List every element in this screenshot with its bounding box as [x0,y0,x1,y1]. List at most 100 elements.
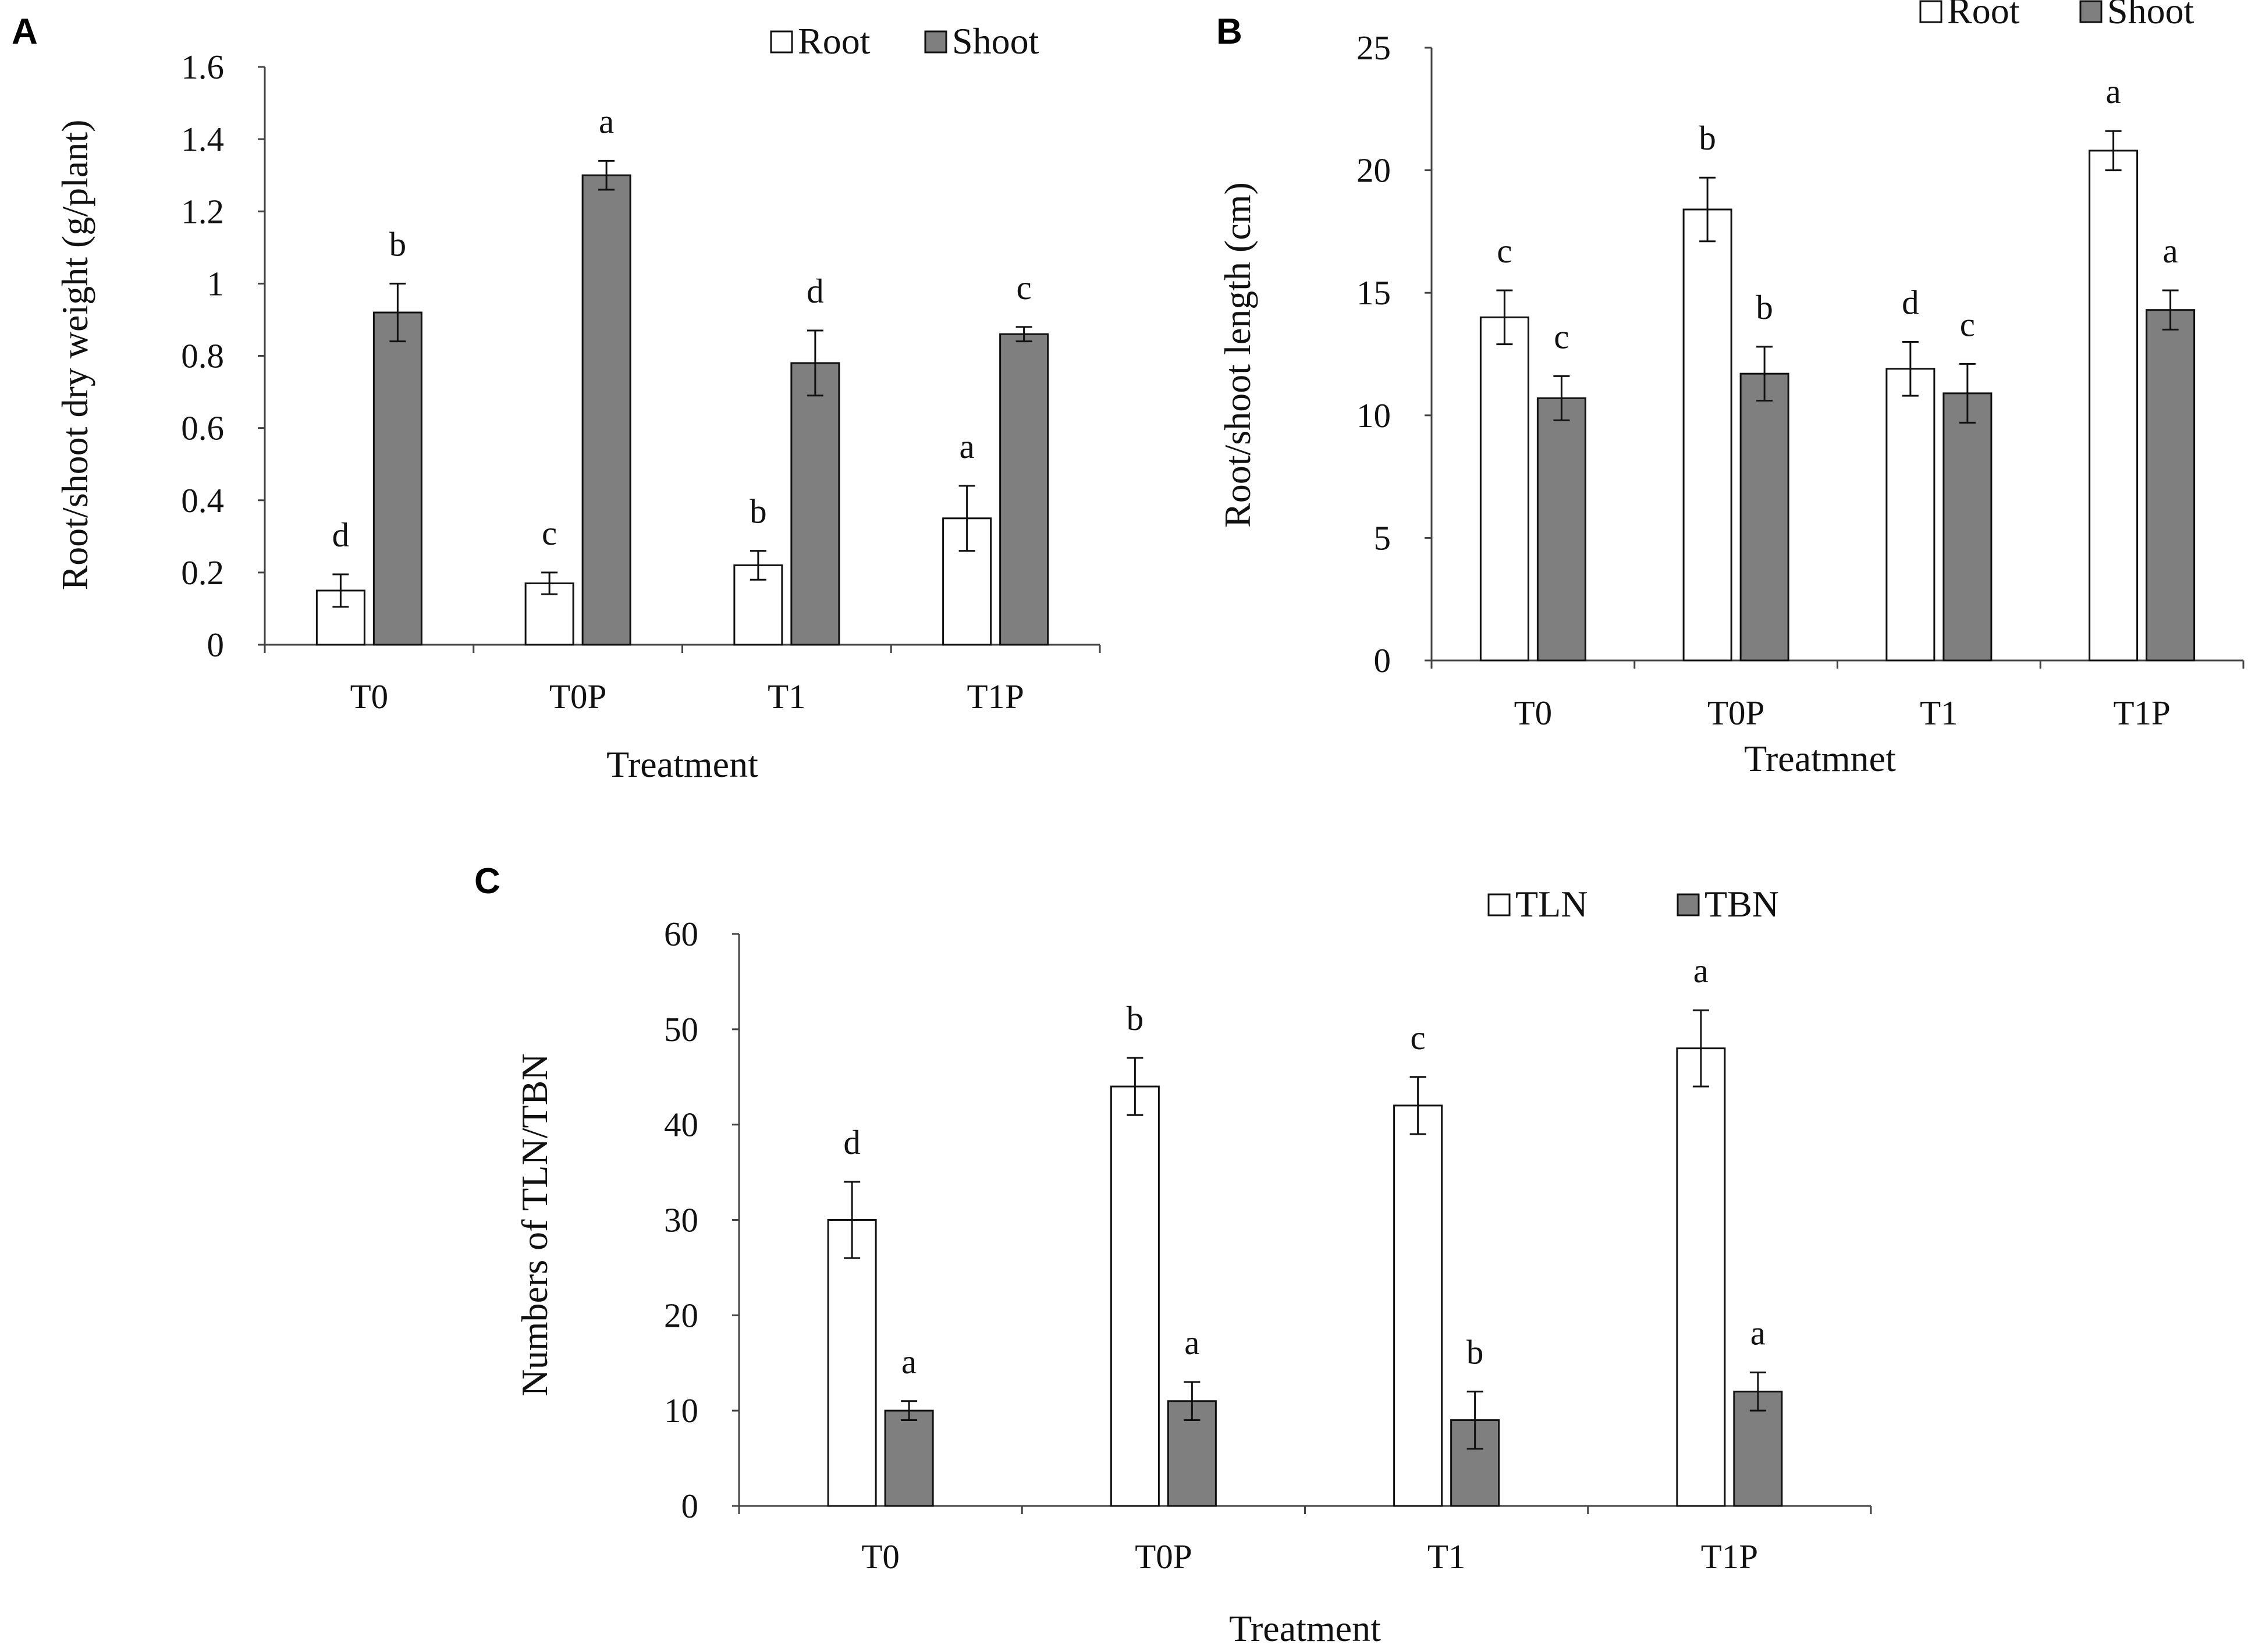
y-tick-label: 0 [207,626,225,664]
y-tick-label: 10 [1356,396,1391,435]
y-tick-label: 10 [664,1391,698,1430]
x-category-label: T1P [967,677,1024,716]
significance-letter: a [599,102,614,140]
panel-label: C [474,861,500,901]
x-axis-title: Treatment [606,744,758,785]
significance-letter: c [1017,268,1032,307]
y-tick-label: 1.4 [181,120,224,158]
bar-shoot-t0 [372,311,422,646]
significance-letter: c [1497,232,1512,270]
y-tick-label: 50 [664,1010,698,1049]
legend-label-root: Root [1947,0,2020,31]
legend-swatch-tln [1487,893,1511,916]
bar-shoot-t0 [1536,397,1586,662]
significance-letter: d [807,272,824,310]
y-tick-label: 0.6 [181,409,224,447]
bar-tln-t0 [827,1219,877,1507]
x-category-label: T0P [549,677,606,716]
x-category-label: T1P [2113,694,2170,732]
y-tick-label: 0.2 [181,553,224,592]
y-tick-label: 0 [681,1487,699,1525]
x-axis-title: Treatmnet [1744,738,1896,779]
legend-swatch-root [1919,0,1942,23]
y-tick-label: 15 [1356,273,1391,312]
bar-shoot-t0p [1739,372,1789,662]
panel-label: A [12,12,38,52]
y-tick-label: 25 [1356,29,1391,67]
x-category-label: T1 [768,677,806,716]
significance-letter: a [1750,1314,1766,1352]
bar-tln-t0p [1110,1085,1160,1507]
legend-label-tln: TLN [1515,883,1588,925]
significance-letter: b [1756,288,1773,326]
y-tick-label: 1.2 [181,192,224,230]
y-tick-label: 0.4 [181,481,224,520]
y-tick-label: 30 [664,1201,698,1239]
legend-swatch-shoot [2079,0,2103,23]
legend-label-shoot: Shoot [952,20,1039,62]
significance-letter: a [960,427,975,466]
y-tick-label: 1 [207,264,225,303]
legend-swatch-shoot [924,30,947,54]
bar-root-t1 [1885,368,1936,662]
significance-letter: d [1902,283,1919,321]
x-category-label: T1P [1701,1537,1758,1576]
bar-shoot-t1 [1942,392,1993,662]
significance-letter: b [1466,1333,1484,1371]
y-axis-title: Root/shoot length (cm) [1217,182,1258,528]
significance-letter: b [1127,999,1144,1038]
significance-letter: d [332,516,350,554]
y-tick-label: 1.6 [181,48,224,86]
y-tick-label: 0.8 [181,337,224,375]
bar-tbn-t0 [884,1409,934,1507]
significance-letter: c [542,514,557,552]
legend-label-tbn: TBN [1704,883,1779,925]
panel-c-chart: C 0 10 20 30 40 50 60 d a T0 b a T0P c b T1 a a T1P Treatmen… [474,861,1872,1649]
significance-letter: c [1554,317,1569,356]
x-category-label: T0 [861,1537,900,1576]
bar-root-t0p [1682,208,1732,662]
legend-label-root: Root [798,20,871,62]
significance-letter: b [389,225,407,263]
bar-root-t0 [1479,316,1529,662]
significance-letter: d [843,1123,861,1161]
y-tick-label: 40 [664,1106,698,1144]
bar-shoot-t1p [2146,309,2196,662]
x-axis-title: Treatment [1229,1608,1381,1649]
y-tick-label: 60 [664,915,698,953]
x-category-label: T1 [1920,694,1958,732]
y-tick-label: 0 [1374,641,1391,680]
x-category-label: T0 [1514,694,1553,732]
significance-letter: c [1960,305,1975,343]
panel-a-chart: A 0 0.2 0.4 0.6 0.8 1 1.2 1.4 1.6 d b T0 c a T0P b d T1 a c T… [12,12,1101,785]
bar-shoot-t0p [581,174,631,646]
bar-tln-t1p [1676,1047,1726,1507]
significance-letter: b [1699,119,1716,157]
legend-swatch-tbn [1677,893,1700,916]
significance-letter: a [1693,951,1709,990]
x-category-label: T1 [1427,1537,1466,1576]
significance-letter: b [750,492,767,531]
bar-shoot-t1p [999,333,1049,646]
legend-label-shoot: Shoot [2107,0,2194,31]
legend-swatch-root [770,30,793,54]
y-axis-title: Root/shoot dry weight (g/plant) [54,120,95,591]
bar-tln-t1 [1393,1104,1443,1507]
y-tick-label: 20 [664,1296,698,1334]
x-category-label: T0 [350,677,389,716]
x-category-label: T0P [1707,694,1764,732]
significance-letter: a [2106,72,2121,111]
significance-letter: c [1411,1018,1426,1057]
panel-label: B [1216,12,1242,52]
x-category-label: T0P [1135,1537,1192,1576]
bar-root-t0 [315,589,365,646]
y-tick-label: 5 [1374,518,1391,557]
significance-letter: a [1184,1323,1199,1362]
bar-shoot-t1 [790,362,840,646]
bar-root-t1p [2089,150,2139,662]
panel-b-chart: B 0 5 10 15 20 25 c c T0 b b T0P d c T1 a a T1P Treatmnet Ro… [1216,0,2245,779]
significance-letter: a [901,1342,917,1381]
y-tick-label: 20 [1356,151,1391,190]
significance-letter: a [2163,232,2178,270]
